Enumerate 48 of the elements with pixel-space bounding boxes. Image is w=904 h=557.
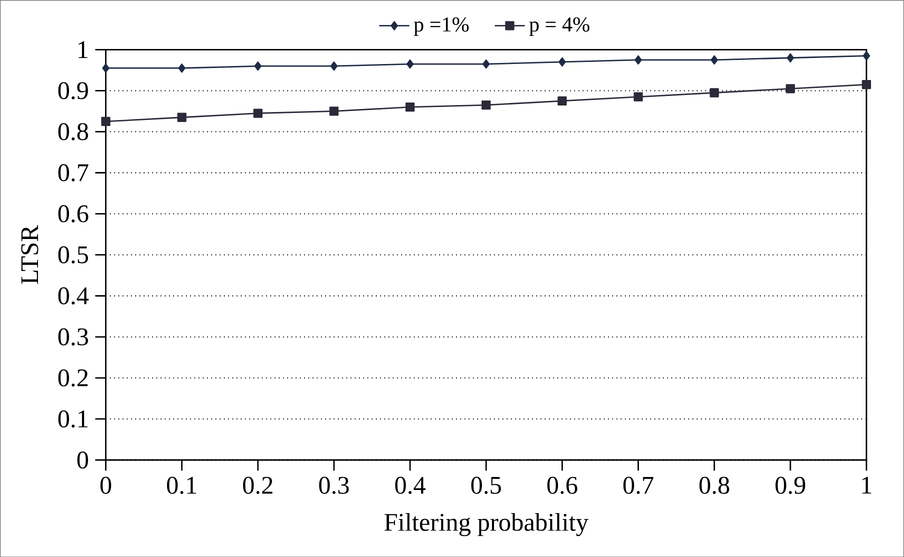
x-tick-label: 0.3 [319, 476, 349, 494]
y-tick-label: 0.2 [58, 369, 88, 386]
point [405, 102, 415, 112]
point [254, 61, 262, 70]
legend-label: p = 4% [529, 17, 590, 36]
y-tick-label: 0.6 [58, 205, 88, 222]
point [101, 116, 110, 126]
point [634, 92, 643, 102]
point [329, 106, 339, 116]
y-tick-label: 0.4 [58, 287, 89, 304]
point [786, 84, 795, 94]
x-tick-label: 0.7 [623, 476, 654, 494]
x-tick-label: 0 [100, 476, 112, 494]
point [786, 53, 794, 62]
x-tick-label: 0.5 [471, 476, 501, 494]
point [710, 55, 718, 64]
x-tick-label: 0.9 [776, 476, 806, 494]
y-tick-label: 1 [78, 41, 88, 58]
y-tick-label: 0.7 [58, 164, 88, 182]
y-tick-label: 0.3 [58, 328, 88, 346]
y-axis-title: LTSR [21, 224, 38, 284]
point [862, 51, 870, 60]
x-tick-label: 0.1 [166, 476, 196, 494]
point [177, 112, 186, 122]
y-tick-label: 0.5 [58, 246, 88, 264]
x-tick-label: 0.4 [395, 476, 426, 494]
point [330, 61, 338, 70]
x-tick-label: 0.6 [547, 476, 578, 494]
point [558, 57, 566, 66]
point [178, 63, 186, 73]
x-tick-label: 0.2 [243, 476, 272, 494]
point [406, 59, 414, 68]
y-tick-label: 0.8 [58, 122, 88, 140]
point [558, 96, 567, 106]
x-tick-label: 0.8 [699, 476, 730, 494]
legend-label: p =1% [414, 17, 469, 36]
y-tick-label: 0.1 [58, 410, 88, 428]
point [862, 80, 872, 89]
point [634, 55, 642, 64]
x-axis-title: Filtering probability [384, 512, 588, 536]
point [482, 100, 491, 110]
point [482, 59, 490, 68]
point [710, 88, 719, 98]
point [253, 108, 262, 118]
point [102, 63, 110, 73]
y-tick-label: 0 [77, 451, 88, 468]
y-tick-label: 0.9 [58, 82, 88, 100]
x-tick-label: 1 [862, 476, 872, 494]
